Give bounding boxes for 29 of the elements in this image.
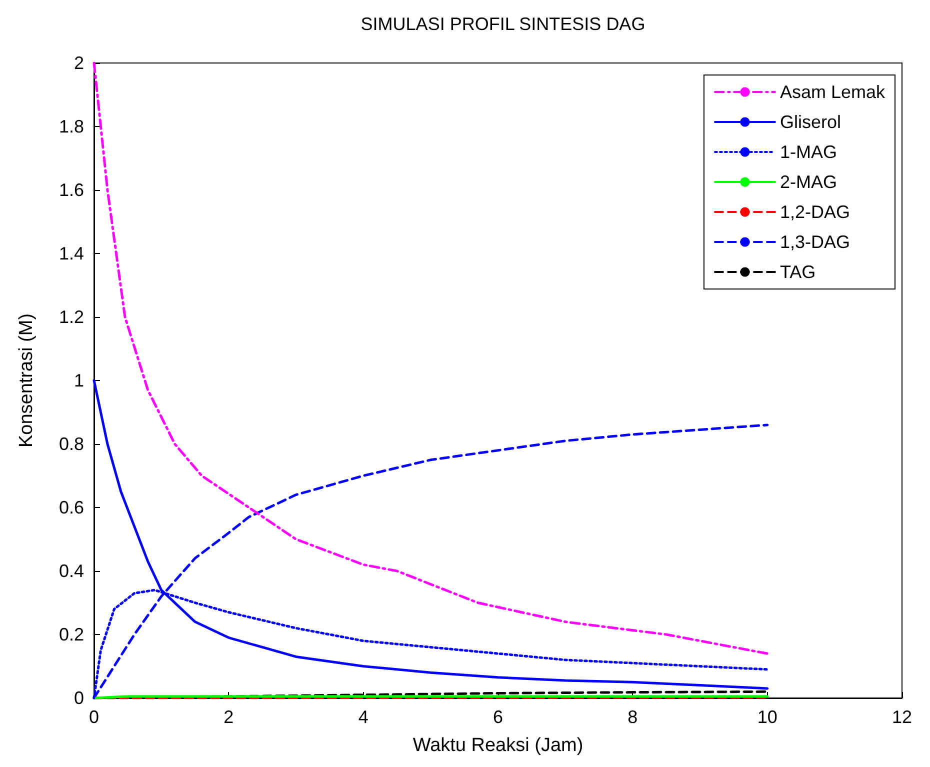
x-tick-label: 10 (757, 707, 778, 727)
legend-label: 2-MAG (780, 172, 837, 192)
y-tick-label: 0 (74, 688, 84, 708)
chart-title: SIMULASI PROFIL SINTESIS DAG (360, 14, 646, 34)
y-tick-label: 0.2 (58, 624, 84, 644)
y-tick-label: 1 (74, 370, 84, 390)
legend-label: 1,3-DAG (780, 232, 850, 252)
y-tick-label: 1.2 (58, 307, 84, 327)
y-tick-label: 1.4 (58, 244, 84, 264)
line-series (92, 62, 769, 655)
y-axis-title: Konsentrasi (M) (16, 313, 37, 448)
y-tick-label: 0.4 (58, 561, 84, 581)
y-tick-label: 0.8 (58, 434, 84, 454)
x-tick-label: 0 (88, 707, 100, 727)
y-tick-label: 1.8 (58, 116, 84, 136)
legend-label: 1-MAG (780, 142, 837, 162)
y-tick-label: 0.6 (58, 498, 84, 518)
x-tick-label: 4 (358, 707, 368, 727)
legend-label: TAG (780, 262, 816, 282)
x-tick-label: 8 (628, 707, 638, 727)
x-tick-label: 6 (492, 707, 504, 727)
x-tick-label: 2 (224, 707, 234, 727)
x-tick-label: 12 (892, 707, 912, 727)
x-axis-title: Waktu Reaksi (Jam) (412, 735, 584, 756)
legend-label: Asam Lemak (780, 82, 886, 102)
legend-label: Gliserol (780, 112, 841, 132)
y-tick-label: 1.6 (58, 180, 84, 200)
y-tick-label: 2 (74, 53, 84, 73)
legend-label: 1,2-DAG (780, 202, 850, 222)
